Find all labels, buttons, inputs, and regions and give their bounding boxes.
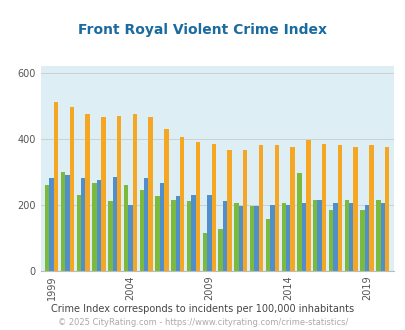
Bar <box>191 195 195 271</box>
Bar <box>281 203 285 271</box>
Bar <box>384 147 388 271</box>
Bar <box>333 203 337 271</box>
Bar <box>164 129 168 271</box>
Bar <box>160 183 164 271</box>
Bar <box>364 205 368 271</box>
Bar <box>227 150 231 271</box>
Bar <box>144 178 148 271</box>
Bar <box>195 142 200 271</box>
Bar <box>348 203 353 271</box>
Bar <box>45 185 49 271</box>
Bar <box>290 147 294 271</box>
Bar <box>222 201 227 271</box>
Bar <box>218 229 222 271</box>
Bar <box>285 205 290 271</box>
Bar <box>344 200 348 271</box>
Bar <box>69 107 74 271</box>
Bar <box>49 178 54 271</box>
Bar <box>243 150 247 271</box>
Bar <box>368 145 373 271</box>
Bar <box>249 206 254 271</box>
Bar <box>274 145 278 271</box>
Text: © 2025 CityRating.com - https://www.cityrating.com/crime-statistics/: © 2025 CityRating.com - https://www.city… <box>58 318 347 327</box>
Bar <box>175 196 179 271</box>
Bar <box>112 177 117 271</box>
Bar <box>81 178 85 271</box>
Bar <box>375 200 379 271</box>
Bar <box>305 140 310 271</box>
Bar <box>360 210 364 271</box>
Bar <box>186 201 191 271</box>
Bar <box>258 145 262 271</box>
Bar <box>155 196 160 271</box>
Bar <box>65 175 69 271</box>
Bar <box>234 203 238 271</box>
Bar <box>85 114 90 271</box>
Bar <box>337 145 341 271</box>
Bar <box>124 185 128 271</box>
Bar <box>379 203 384 271</box>
Bar <box>128 205 132 271</box>
Bar <box>207 195 211 271</box>
Bar <box>139 190 144 271</box>
Bar <box>254 206 258 271</box>
Text: Front Royal Violent Crime Index: Front Royal Violent Crime Index <box>78 23 327 37</box>
Bar <box>301 203 305 271</box>
Bar <box>171 200 175 271</box>
Bar <box>54 102 58 271</box>
Bar <box>265 219 270 271</box>
Bar <box>238 206 243 271</box>
Bar <box>132 114 137 271</box>
Bar <box>317 200 321 271</box>
Bar <box>148 117 153 271</box>
Bar <box>328 210 333 271</box>
Bar <box>312 200 317 271</box>
Bar <box>117 115 121 271</box>
Bar <box>296 173 301 271</box>
Text: Crime Index corresponds to incidents per 100,000 inhabitants: Crime Index corresponds to incidents per… <box>51 304 354 314</box>
Bar <box>211 144 215 271</box>
Bar <box>77 195 81 271</box>
Bar <box>321 144 326 271</box>
Bar <box>270 205 274 271</box>
Bar <box>202 233 207 271</box>
Bar <box>108 201 112 271</box>
Bar <box>179 137 184 271</box>
Bar <box>61 172 65 271</box>
Bar <box>92 183 96 271</box>
Bar <box>101 117 105 271</box>
Bar <box>353 147 357 271</box>
Bar <box>96 180 101 271</box>
